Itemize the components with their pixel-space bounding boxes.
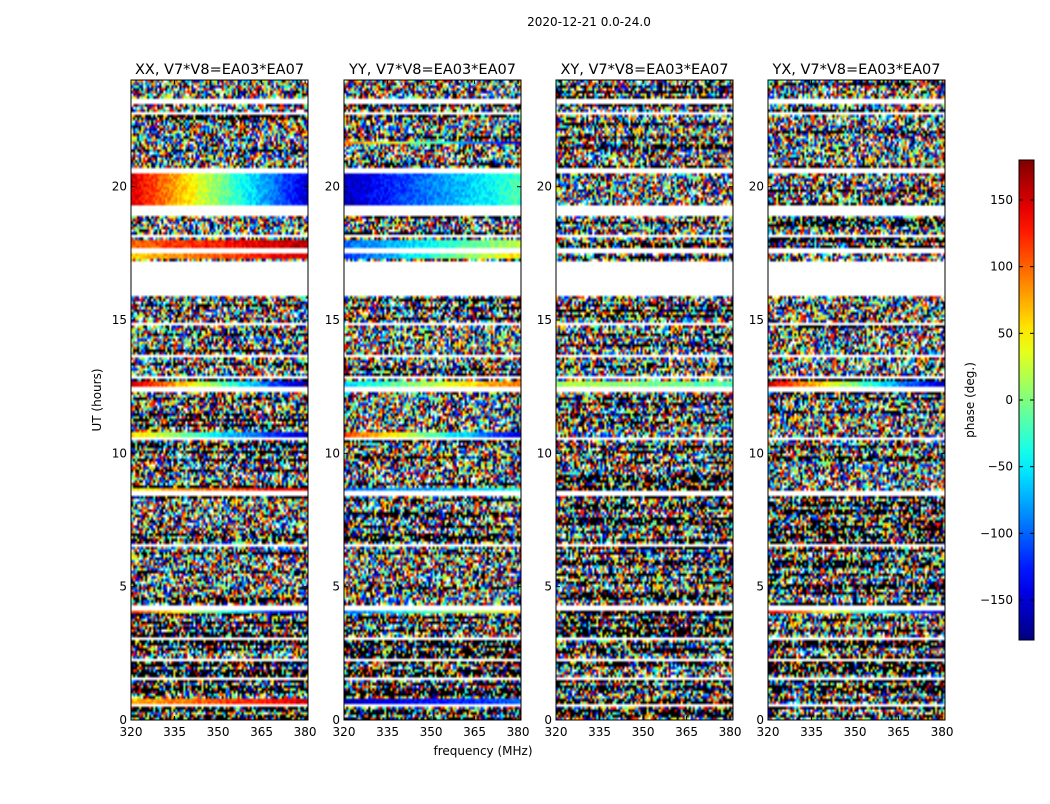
y-tick-label: 10: [749, 446, 764, 460]
y-tick-label: 0: [119, 713, 127, 727]
y-tick-label: 5: [756, 580, 764, 594]
axes-frame: [343, 79, 522, 721]
panel-1: XX, V7*V8=EA03*EA07 320 335 350 365 380 0 5 10 15…: [112, 62, 317, 739]
colorbar-tick-label: 150: [990, 193, 1013, 207]
x-tick-label: 365: [675, 725, 698, 739]
x-tick-label: 350: [207, 725, 230, 739]
x-tick-label: 320: [120, 725, 143, 739]
panels: XX, V7*V8=EA03*EA07 320 335 350 365 380 0 5 10 15…: [112, 62, 954, 739]
y-axis-label: UT (hours): [90, 368, 104, 431]
x-tick-label: 380: [294, 725, 317, 739]
x-tick-label: 380: [507, 725, 530, 739]
x-tick-label: 380: [931, 725, 954, 739]
axes-frame: [767, 79, 946, 721]
x-tick-label: 350: [632, 725, 655, 739]
heatmap-image: [556, 80, 733, 720]
panel-title: YY, V7*V8=EA03*EA07: [348, 62, 516, 78]
y-tick-label: 20: [749, 180, 764, 194]
colorbar: 150 100 50 0 −50 −100 −150: [980, 159, 1035, 641]
x-tick-label: 380: [719, 725, 742, 739]
x-tick-label: 335: [376, 725, 399, 739]
x-tick-label: 320: [333, 725, 356, 739]
colorbar-tick-label: −150: [980, 593, 1013, 607]
colorbar-tick-label: 100: [990, 260, 1013, 274]
panel-2: YY, V7*V8=EA03*EA07 320 335 350 365 380 0 5 10 15…: [325, 62, 530, 739]
panel-3: XY, V7*V8=EA03*EA07 320 335 350 365 380 0 5 10 15…: [537, 62, 742, 739]
x-tick-label: 365: [463, 725, 486, 739]
y-tick-label: 20: [537, 180, 552, 194]
colorbar-label: phase (deg.): [963, 362, 977, 438]
heatmap-image: [344, 80, 521, 720]
heatmap-image: [131, 80, 308, 720]
y-tick-label: 15: [537, 313, 552, 327]
x-tick-label: 365: [887, 725, 910, 739]
heatmap-image: [768, 80, 945, 720]
x-tick-label: 320: [545, 725, 568, 739]
x-tick-label: 335: [800, 725, 823, 739]
y-tick-label: 0: [332, 713, 340, 727]
y-tick-label: 15: [749, 313, 764, 327]
y-tick-label: 10: [537, 446, 552, 460]
x-axis-label: frequency (MHz): [433, 744, 532, 758]
colorbar-tick-label: 50: [998, 326, 1013, 340]
x-tick-label: 365: [250, 725, 273, 739]
x-tick-label: 335: [163, 725, 186, 739]
panel-title: XX, V7*V8=EA03*EA07: [135, 62, 304, 78]
axes-frame: [555, 79, 734, 721]
y-tick-label: 5: [119, 580, 127, 594]
x-tick-label: 350: [420, 725, 443, 739]
y-tick-label: 20: [112, 180, 127, 194]
colorbar-tick-label: 0: [1005, 393, 1013, 407]
colorbar-tick-label: −100: [980, 526, 1013, 540]
y-tick-label: 10: [325, 446, 340, 460]
y-tick-label: 5: [544, 580, 552, 594]
x-tick-label: 320: [757, 725, 780, 739]
x-tick-label: 335: [588, 725, 611, 739]
y-tick-label: 0: [544, 713, 552, 727]
y-tick-label: 0: [756, 713, 764, 727]
y-tick-label: 5: [332, 580, 340, 594]
panel-title: YX, V7*V8=EA03*EA07: [771, 62, 940, 78]
x-tick-label: 350: [844, 725, 867, 739]
y-tick-label: 15: [325, 313, 340, 327]
colorbar-tick-label: −50: [988, 460, 1013, 474]
y-tick-label: 20: [325, 180, 340, 194]
figure-suptitle: 2020-12-21 0.0-24.0: [527, 15, 651, 29]
y-tick-label: 10: [112, 446, 127, 460]
panel-4: YX, V7*V8=EA03*EA07 320 335 350 365 380 0 5 10 15…: [749, 62, 954, 739]
axes-frame: [130, 79, 309, 721]
panel-title: XY, V7*V8=EA03*EA07: [560, 62, 728, 78]
y-tick-label: 15: [112, 313, 127, 327]
